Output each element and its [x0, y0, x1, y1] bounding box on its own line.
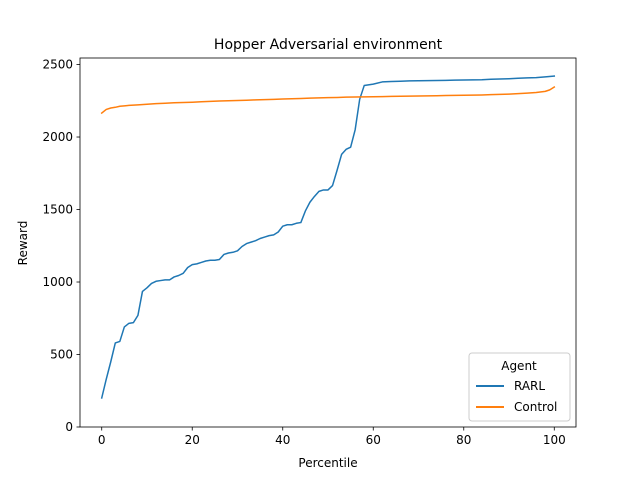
- plot-frame: [79, 57, 577, 428]
- y-tick-label: 2500: [42, 58, 73, 72]
- y-tick-label: 1000: [42, 275, 73, 289]
- x-tick-label: 60: [366, 433, 381, 447]
- y-tick-label: 0: [65, 420, 73, 434]
- y-tick-label: 2000: [42, 130, 73, 144]
- legend-entry-control: Control: [514, 400, 557, 414]
- chart-title: Hopper Adversarial environment: [214, 37, 443, 53]
- legend-entry-rarl: RARL: [514, 379, 545, 393]
- y-tick-label: 500: [50, 348, 73, 362]
- x-tick-label: 80: [456, 433, 471, 447]
- x-tick-label: 0: [98, 433, 106, 447]
- legend-box: [468, 352, 571, 422]
- series-line-control: [100, 85, 556, 115]
- x-tick-label: 40: [275, 433, 290, 447]
- y-tick-label: 1500: [42, 203, 73, 217]
- legend-title: Agent: [501, 359, 537, 373]
- x-tick-label: 100: [543, 433, 566, 447]
- x-axis-label: Percentile: [298, 456, 357, 470]
- x-tick-label: 20: [185, 433, 200, 447]
- series-layer: [100, 75, 556, 399]
- y-axis-label: Reward: [16, 221, 30, 266]
- legend: Agent RARL Control: [468, 352, 571, 422]
- series-line-rarl: [100, 75, 556, 399]
